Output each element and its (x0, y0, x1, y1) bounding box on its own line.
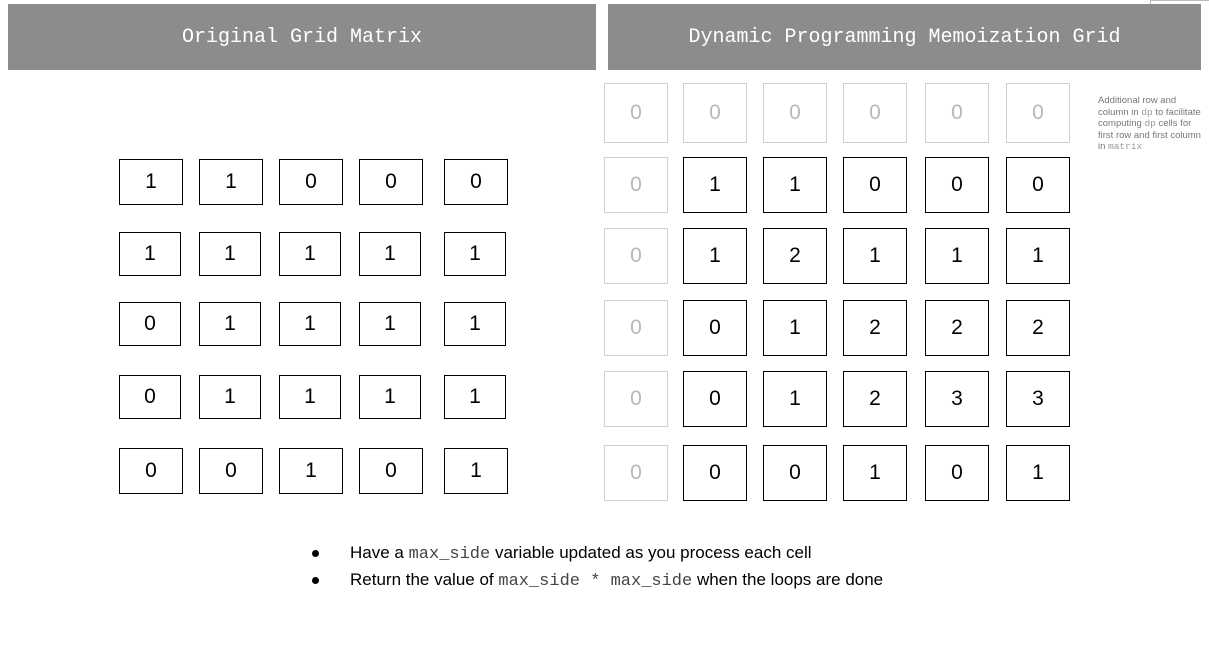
dp-cell: 1 (763, 157, 827, 213)
matrix-cell: 1 (199, 375, 261, 419)
dp-padding-cell: 0 (604, 445, 668, 501)
dp-padding-cell: 0 (604, 157, 668, 213)
dp-cell: 2 (843, 300, 907, 356)
matrix-cell: 1 (359, 375, 421, 419)
dp-grid-header: Dynamic Programming Memoization Grid (608, 4, 1201, 70)
dp-padding-cell: 0 (925, 83, 989, 143)
matrix-cell: 0 (119, 375, 181, 419)
matrix-cell: 0 (444, 159, 508, 205)
dp-cell: 1 (843, 445, 907, 501)
dp-padding-cell: 0 (604, 83, 668, 143)
dp-cell: 0 (683, 300, 747, 356)
dp-padding-cell: 0 (604, 228, 668, 284)
matrix-cell: 1 (359, 302, 421, 346)
matrix-cell: 1 (279, 232, 341, 276)
matrix-cell: 0 (279, 159, 343, 205)
matrix-cell: 1 (444, 302, 506, 346)
bullet-code: max_side * max_side (498, 572, 693, 591)
matrix-cell: 1 (444, 232, 506, 276)
dp-cell: 0 (843, 157, 907, 213)
dp-cell: 0 (925, 445, 989, 501)
dp-cell: 1 (1006, 228, 1070, 284)
note-text: cells for first row and first column in (1098, 118, 1201, 152)
dp-cell: 1 (763, 371, 827, 427)
bullet-text: Return the value of (350, 570, 499, 589)
bullet-dot-icon (312, 550, 319, 557)
matrix-cell: 1 (279, 448, 343, 494)
matrix-cell: 1 (199, 232, 261, 276)
matrix-cell: 1 (444, 448, 508, 494)
matrix-cell: 0 (119, 448, 183, 494)
note-code: matrix (1108, 141, 1143, 152)
matrix-cell: 0 (359, 448, 423, 494)
matrix-cell: 1 (119, 159, 183, 205)
dp-cell: 1 (763, 300, 827, 356)
matrix-cell: 1 (444, 375, 506, 419)
dp-cell: 1 (1006, 445, 1070, 501)
dp-cell: 2 (1006, 300, 1070, 356)
dp-cell: 2 (925, 300, 989, 356)
dp-cell: 2 (763, 228, 827, 284)
matrix-cell: 1 (199, 159, 263, 205)
dp-cell: 2 (843, 371, 907, 427)
note-code: dp (1144, 118, 1156, 129)
dp-padding-cell: 0 (604, 371, 668, 427)
dp-grid-title: Dynamic Programming Memoization Grid (688, 25, 1121, 49)
note-code: dp (1141, 106, 1153, 118)
matrix-cell: 1 (279, 302, 341, 346)
dp-cell: 0 (1006, 157, 1070, 213)
original-grid-header: Original Grid Matrix (8, 4, 596, 70)
dp-cell: 0 (683, 445, 747, 501)
dp-cell: 1 (843, 228, 907, 284)
dp-padding-note: Additional row and column in dp to facil… (1098, 95, 1202, 153)
dp-padding-cell: 0 (604, 300, 668, 356)
dp-cell: 3 (1006, 371, 1070, 427)
bullet-text: when the loops are done (692, 570, 884, 589)
bullet-dot-icon (312, 577, 319, 584)
bullet-text: variable updated as you process each cel… (490, 543, 812, 562)
dp-padding-cell: 0 (683, 83, 747, 143)
note-text: Additional row and column in (1098, 95, 1177, 118)
dp-cell: 0 (683, 371, 747, 427)
bullet-text: Have a (350, 543, 409, 562)
dp-padding-cell: 0 (843, 83, 907, 143)
matrix-cell: 1 (199, 302, 261, 346)
bullet-list: Have a max_side variable updated as you … (312, 543, 962, 597)
dp-cell: 1 (683, 228, 747, 284)
dp-cell: 1 (925, 228, 989, 284)
matrix-cell: 1 (359, 232, 421, 276)
bullet-item: Return the value of max_side * max_side … (312, 570, 962, 592)
bullet-item: Have a max_side variable updated as you … (312, 543, 962, 565)
dp-padding-cell: 0 (763, 83, 827, 143)
bullet-code: max_side (408, 545, 491, 564)
note-text: to facilitate computing (1098, 106, 1201, 130)
dp-padding-cell: 0 (1006, 83, 1070, 143)
dp-cell: 3 (925, 371, 989, 427)
matrix-cell: 1 (119, 232, 181, 276)
matrix-cell: 1 (279, 375, 341, 419)
corner-mark (1150, 0, 1209, 4)
dp-cell: 0 (763, 445, 827, 501)
dp-cell: 1 (683, 157, 747, 213)
matrix-cell: 0 (119, 302, 181, 346)
original-grid-title: Original Grid Matrix (181, 25, 423, 49)
dp-cell: 0 (925, 157, 989, 213)
matrix-cell: 0 (199, 448, 263, 494)
matrix-cell: 0 (359, 159, 423, 205)
